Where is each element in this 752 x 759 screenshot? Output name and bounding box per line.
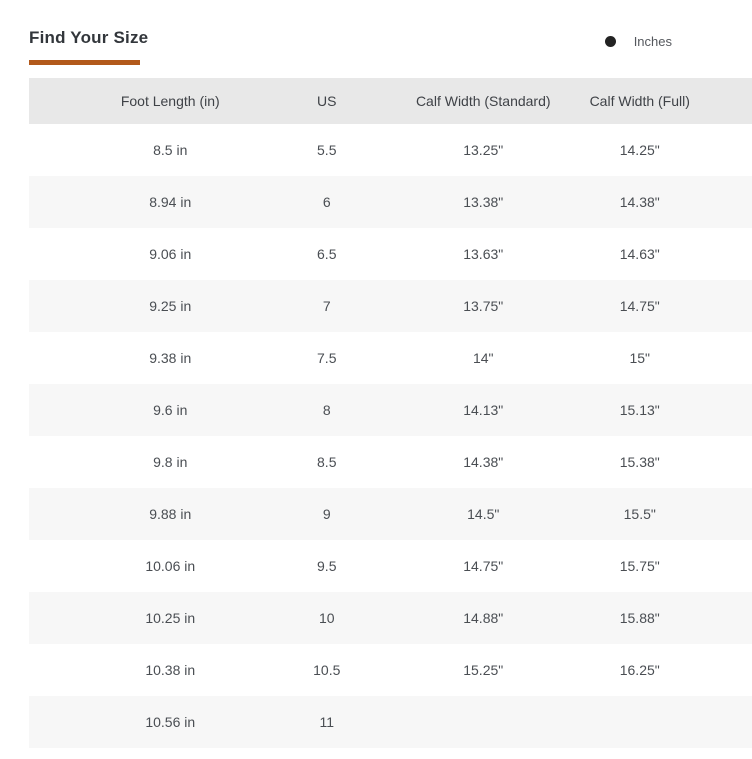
table-row: 8.5 in 5.5 13.25" 14.25"	[29, 124, 752, 176]
table-cell: 15.88"	[619, 610, 660, 626]
table-row: 9.8 in 8.5 14.38" 15.38"	[29, 436, 752, 488]
table-cell: 14.13"	[463, 402, 504, 418]
radio-selected-icon[interactable]	[604, 36, 616, 47]
table-row: 9.6 in 8 14.13" 15.13"	[29, 384, 752, 436]
table-cell: 15.25"	[463, 662, 504, 678]
table-cell: 15.5"	[623, 506, 656, 522]
table-cell: 14.88"	[463, 610, 504, 626]
table-cell: 10.5	[313, 662, 341, 678]
table-row: 10.38 in 10.5 15.25" 16.25"	[29, 644, 752, 696]
table-cell: 9.5	[317, 558, 337, 574]
table-cell: 7	[322, 298, 331, 314]
column-header-calf-width-full: Calf Width (Full)	[589, 93, 690, 109]
size-table-body: 8.5 in 5.5 13.25" 14.25" 8.94 in 6 13.38" 14.38…	[29, 124, 752, 748]
table-cell: 10.06 in	[145, 558, 196, 574]
table-cell: 15.75"	[619, 558, 660, 574]
column-header-us: US	[317, 93, 337, 109]
table-cell: 14.38"	[619, 194, 660, 210]
table-cell	[562, 696, 719, 748]
table-cell: 9	[322, 506, 331, 522]
table-cell: 8	[322, 402, 331, 418]
table-cell: 11	[319, 714, 335, 730]
table-row: 9.38 in 7.5 14" 15"	[29, 332, 752, 384]
table-cell: 15.13"	[619, 402, 660, 418]
size-chart-top-bar: Find Your Size Inches	[0, 0, 752, 65]
table-cell: 8.5	[317, 454, 337, 470]
table-cell: 14.38"	[463, 454, 504, 470]
title-accent-underline	[29, 60, 140, 65]
table-cell: 9.25 in	[149, 298, 192, 314]
table-row: 10.56 in 11	[29, 696, 752, 748]
table-row: 8.94 in 6 13.38" 14.38"	[29, 176, 752, 228]
page-title: Find Your Size	[29, 28, 149, 47]
unit-toggle-inches[interactable]: Inches	[604, 34, 672, 49]
table-cell: 10.25 in	[145, 610, 196, 626]
table-cell: 10.38 in	[145, 662, 196, 678]
table-cell: 9.8 in	[153, 454, 188, 470]
table-cell: 13.63"	[463, 246, 504, 262]
table-cell: 14.5"	[467, 506, 500, 522]
table-cell: 14.75"	[463, 558, 504, 574]
table-cell: 10	[318, 610, 335, 626]
table-cell: 9.06 in	[149, 246, 192, 262]
table-cell: 7.5	[317, 350, 337, 366]
table-cell: 8.5 in	[153, 142, 188, 158]
table-cell: 9.88 in	[149, 506, 192, 522]
size-table: Foot Length (in) US Calf Width (Standard) C…	[29, 78, 752, 748]
table-cell: 5.5	[317, 142, 337, 158]
table-cell	[405, 696, 562, 748]
table-cell: 6.5	[317, 246, 337, 262]
table-cell: 14"	[472, 350, 494, 366]
column-header-foot-length-in: Foot Length (in)	[120, 93, 220, 109]
title-block: Find Your Size	[29, 28, 148, 65]
table-row: 9.88 in 9 14.5" 15.5"	[29, 488, 752, 540]
size-table-header-row: Foot Length (in) US Calf Width (Standard) C…	[29, 78, 752, 124]
table-cell: 14.63"	[619, 246, 660, 262]
table-cell: 15"	[629, 350, 651, 366]
table-cell: 8.94 in	[149, 194, 192, 210]
table-row: 9.25 in 7 13.75" 14.75"	[29, 280, 752, 332]
table-cell: 13.75"	[463, 298, 504, 314]
table-cell: 13.25"	[463, 142, 504, 158]
table-cell: 9.6 in	[153, 402, 188, 418]
table-cell: 14.75"	[619, 298, 660, 314]
table-cell: 13.38"	[463, 194, 504, 210]
table-cell: 15.38"	[619, 454, 660, 470]
table-cell: 14.25"	[619, 142, 660, 158]
unit-toggle-label: Inches	[633, 34, 672, 49]
table-cell: 6	[322, 194, 331, 210]
table-row: 9.06 in 6.5 13.63" 14.63"	[29, 228, 752, 280]
table-cell: 10.56 in	[145, 714, 196, 730]
table-cell: 9.38 in	[149, 350, 192, 366]
table-row: 10.06 in 9.5 14.75" 15.75"	[29, 540, 752, 592]
table-cell: 16.25"	[619, 662, 660, 678]
column-header-calf-width-standard: Calf Width (Standard)	[415, 93, 551, 109]
table-row: 10.25 in 10 14.88" 15.88"	[29, 592, 752, 644]
